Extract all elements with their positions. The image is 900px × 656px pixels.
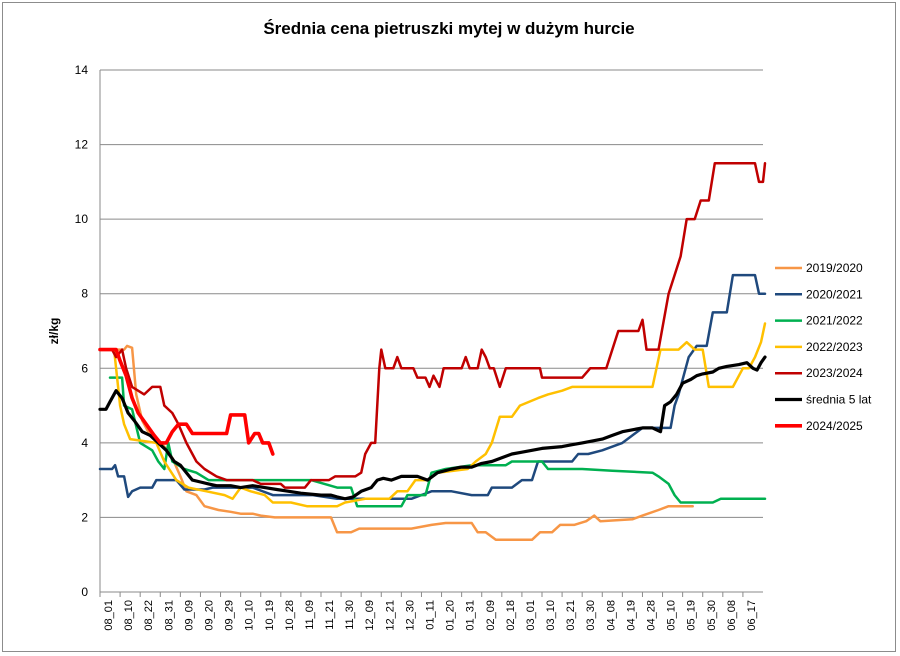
x-tick-label: 01_20 — [445, 600, 457, 631]
x-tick-label: 10_19 — [264, 600, 276, 631]
x-tick-label: 05_10 — [666, 600, 678, 631]
series-lines — [98, 161, 767, 542]
x-tick-label: 12_21 — [384, 600, 396, 631]
y-axis-label: zł/kg — [47, 318, 61, 345]
legend-label: 2020/2021 — [806, 287, 863, 301]
legend-label: 2021/2022 — [806, 314, 863, 328]
x-tick-label: 10_28 — [284, 600, 296, 631]
y-axis-ticks: 0 2 4 6 8 10 12 14 — [75, 63, 89, 599]
legend-label: średnia 5 lat — [806, 393, 872, 407]
x-tick-label: 03_21 — [565, 600, 577, 631]
x-tick-label: 03_30 — [585, 600, 597, 631]
y-tick-label: 4 — [81, 436, 88, 450]
series-line-7 — [98, 347, 275, 456]
x-tick-label: 06_08 — [726, 600, 738, 631]
y-tick-label: 14 — [75, 63, 89, 77]
series-line-3 — [108, 376, 767, 508]
grid — [99, 69, 763, 593]
legend-label: 2022/2023 — [806, 340, 863, 354]
series-line-4 — [98, 322, 767, 508]
x-axis-ticks: 08_01 08_10 08_22 08_31 09_09 09_20 09_29 10_10… — [99, 592, 758, 631]
x-tick-label: 03_01 — [525, 600, 537, 631]
x-tick-label: 11_21 — [324, 600, 336, 630]
y-tick-label: 10 — [75, 212, 89, 226]
y-tick-label: 12 — [75, 138, 89, 152]
x-tick-label: 08_10 — [123, 600, 135, 631]
x-tick-label: 05_19 — [686, 600, 698, 631]
x-tick-label: 11_30 — [344, 600, 356, 630]
x-tick-label: 03_10 — [545, 600, 557, 631]
x-tick-label: 09_09 — [183, 600, 195, 631]
x-tick-label: 01_11 — [424, 600, 436, 630]
x-tick-label: 12_30 — [404, 600, 416, 631]
x-tick-label: 09_20 — [203, 600, 215, 631]
x-tick-label: 04_28 — [645, 600, 657, 631]
x-tick-label: 11_09 — [304, 600, 316, 630]
legend: 2019/2020 2020/2021 2021/2022 2022/2023 2023… — [775, 261, 872, 433]
y-tick-label: 6 — [81, 361, 88, 375]
chart-title: Średnia cena pietruszki mytej w dużym hu… — [263, 19, 634, 38]
series-line-6 — [98, 355, 767, 501]
x-tick-label: 08_31 — [163, 600, 175, 631]
y-tick-label: 0 — [81, 585, 88, 599]
x-tick-label: 05_30 — [706, 600, 718, 631]
series-line-5 — [98, 161, 767, 489]
x-tick-label: 02_09 — [485, 600, 497, 631]
legend-label: 2023/2024 — [806, 366, 863, 380]
y-tick-label: 2 — [81, 510, 88, 524]
x-tick-label: 09_29 — [224, 600, 236, 631]
x-tick-label: 06_17 — [746, 600, 758, 631]
legend-label: 2019/2020 — [806, 261, 863, 275]
x-tick-label: 10_10 — [244, 600, 256, 631]
x-tick-label: 12_09 — [364, 600, 376, 631]
x-tick-label: 02_18 — [505, 600, 517, 631]
x-tick-label: 01_31 — [465, 600, 477, 631]
series-line-2 — [98, 273, 767, 501]
x-tick-label: 04_08 — [605, 600, 617, 631]
x-tick-label: 08_01 — [103, 600, 115, 631]
legend-label: 2024/2025 — [806, 419, 863, 433]
y-tick-label: 8 — [81, 287, 88, 301]
x-tick-label: 04_19 — [625, 600, 637, 631]
x-tick-label: 08_22 — [143, 600, 155, 631]
